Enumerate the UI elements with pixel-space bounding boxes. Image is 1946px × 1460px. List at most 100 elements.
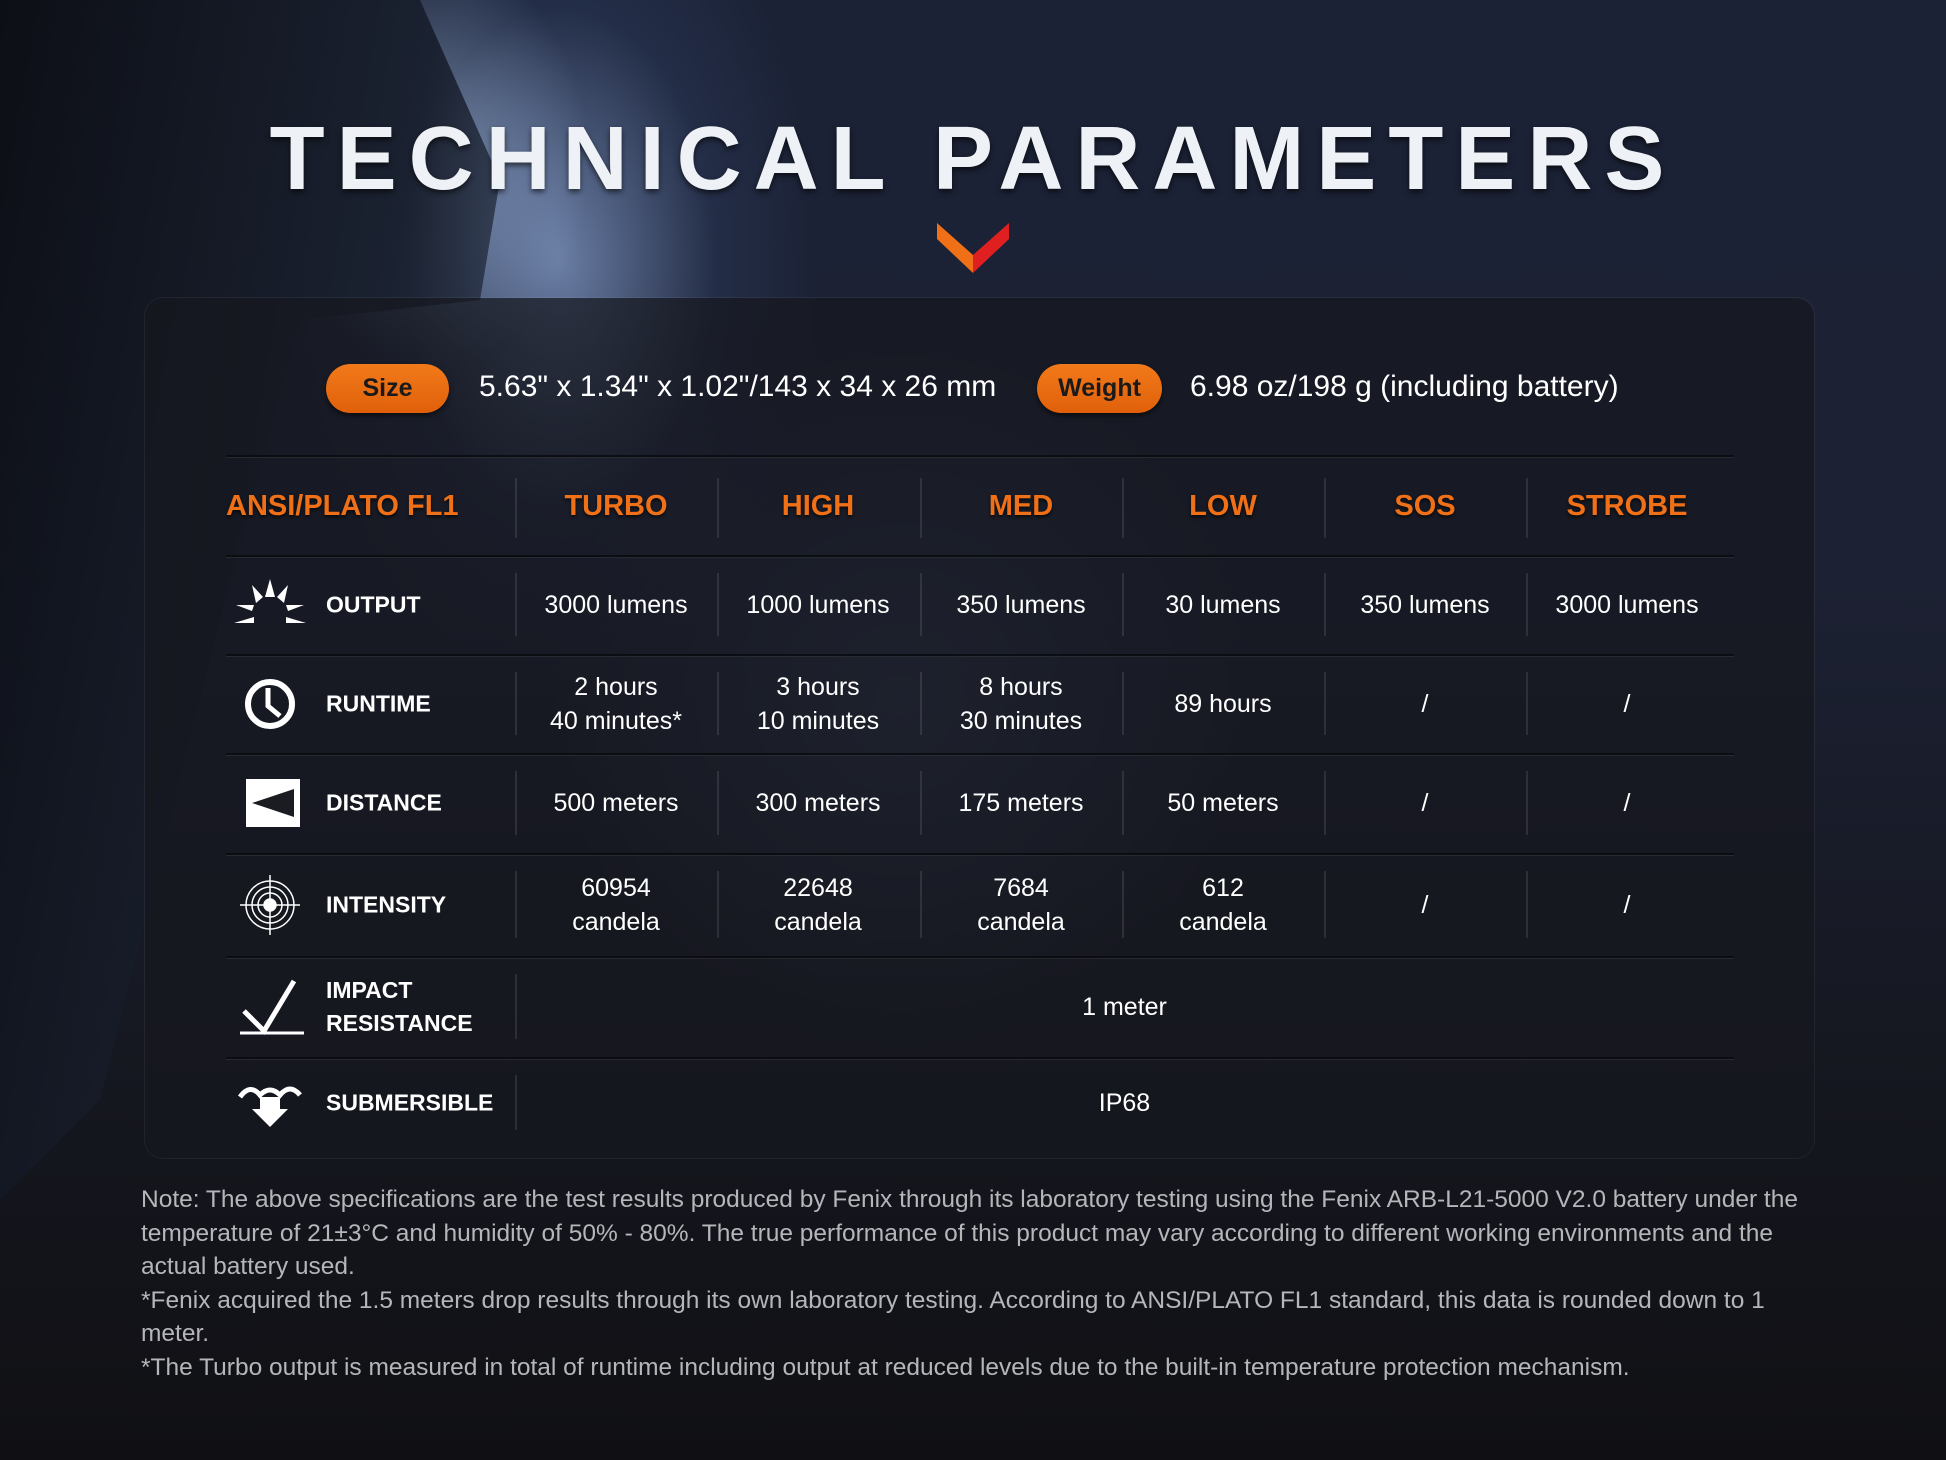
value-cell: 175 meters [958,789,1084,817]
column-divider [920,478,922,538]
row-divider [226,555,1734,558]
value-cell: 8 hours 30 minutes [959,672,1083,735]
column-divider [1122,771,1124,835]
column-divider [515,974,517,1039]
column-divider [1526,573,1528,636]
column-divider [1324,672,1326,735]
column-divider [717,771,719,835]
note-1: Note: The above specifications are the t… [141,1186,1798,1281]
value-cell: / [1421,689,1429,718]
value-cell: 1000 lumens [746,590,890,619]
output-sunburst-icon [230,575,310,635]
column-divider [920,771,922,835]
value-cell: / [1623,890,1631,919]
column-header: TURBO [564,490,668,522]
value-cell: / [1623,689,1631,718]
row-label: IMPACT RESISTANCE [326,976,473,1036]
column-header: MED [988,490,1054,522]
footnotes: Note: The above specifications are the t… [141,1183,1821,1385]
column-header: ANSI/PLATO FL1 [226,490,459,522]
table-row: RUNTIME 2 hours 40 minutes* 3 hours 10 min… [226,654,1734,753]
value-cell: 612 candela [1179,873,1267,936]
table-row: OUTPUT 3000 lumens 1000 lumens 350 lumens 30… [226,555,1734,654]
column-divider [1122,478,1124,538]
spec-panel [145,298,1814,1158]
column-divider [920,871,922,938]
target-icon [230,874,310,935]
weight-badge: Weight [1037,364,1162,413]
table-row: SUBMERSIBLE IP68 [226,1057,1734,1148]
row-divider [226,455,1734,458]
column-divider [1122,672,1124,735]
column-divider [515,672,517,735]
row-divider [226,1057,1734,1060]
impact-check-icon [230,977,310,1037]
row-label: DISTANCE [326,789,442,816]
row-divider [226,654,1734,657]
water-arrow-icon [230,1073,310,1133]
table-row: IMPACT RESISTANCE 1 meter [226,956,1734,1057]
size-badge: Size [326,364,449,413]
column-header: STROBE [1566,490,1688,522]
value-cell: 60954 candela [572,873,660,936]
value-cell: 22648 candela [774,873,862,936]
row-label: INTENSITY [326,891,447,917]
column-divider [717,672,719,735]
column-divider [515,478,517,538]
row-divider [226,956,1734,959]
value-cell: 89 hours [1174,689,1272,718]
value-cell: / [1421,890,1429,919]
size-value: 5.63" x 1.34" x 1.02"/143 x 34 x 26 mm [479,370,997,403]
column-divider [1122,573,1124,636]
column-header: SOS [1394,490,1456,522]
row-divider [226,753,1734,756]
column-divider [920,672,922,735]
column-divider [1526,672,1528,735]
note-3: *The Turbo output is measured in total o… [141,1353,1630,1381]
column-header: HIGH [781,490,855,522]
chevron-down-icon [937,223,1009,273]
page-title: TECHNICAL PARAMETERS [269,109,1677,209]
note-2: *Fenix acquired the 1.5 meters drop resu… [141,1286,1765,1348]
clock-icon [230,674,310,734]
value-cell: 50 meters [1167,789,1279,817]
column-divider [920,573,922,636]
row-label: SUBMERSIBLE [326,1089,494,1115]
column-divider [515,871,517,938]
column-divider [1324,573,1326,636]
column-divider [1122,871,1124,938]
value-cell: 1 meter [1082,992,1167,1021]
value-cell: 3000 lumens [1555,590,1699,619]
row-divider [226,853,1734,856]
value-cell: 3 hours 10 minutes [756,672,880,735]
column-divider [717,478,719,538]
value-cell: IP68 [1098,1088,1151,1117]
value-cell: 350 lumens [956,590,1086,619]
row-label: RUNTIME [326,690,431,716]
value-cell: 300 meters [755,789,881,817]
column-divider [515,573,517,636]
distance-beam-icon [230,773,310,833]
table-row: INTENSITY 60954 candela 22648 candela 7684 … [226,853,1734,956]
row-label: OUTPUT [326,591,421,617]
column-divider [1324,871,1326,938]
table-row: DISTANCE 500 meters 300 meters 175 meters 50… [226,753,1734,853]
value-cell: / [1623,789,1631,817]
column-header: LOW [1189,490,1257,522]
column-divider [1526,478,1528,538]
column-divider [1324,478,1326,538]
value-cell: 7684 candela [977,873,1065,936]
value-cell: 350 lumens [1360,590,1490,619]
weight-value: 6.98 oz/198 g (including battery) [1190,370,1619,403]
column-divider [515,771,517,835]
value-cell: / [1421,789,1429,817]
column-divider [717,573,719,636]
column-divider [1526,771,1528,835]
column-divider [1526,871,1528,938]
column-divider [1324,771,1326,835]
column-divider [515,1075,517,1130]
value-cell: 30 lumens [1165,590,1281,619]
value-cell: 2 hours 40 minutes* [549,672,683,735]
value-cell: 3000 lumens [544,590,688,619]
value-cell: 500 meters [553,789,679,817]
